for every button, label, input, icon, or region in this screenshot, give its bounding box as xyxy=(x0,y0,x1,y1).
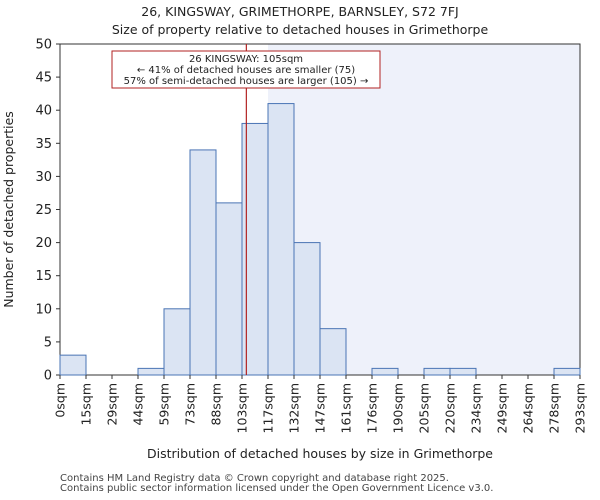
x-tick-label: 15sqm xyxy=(79,383,94,426)
x-tick-label: 132sqm xyxy=(287,383,302,433)
y-tick-label: 10 xyxy=(35,302,52,317)
x-tick-label: 205sqm xyxy=(417,383,432,433)
x-tick-label: 44sqm xyxy=(131,383,146,426)
x-axis-label: Distribution of detached houses by size … xyxy=(147,446,493,461)
footer-copyright: Contains HM Land Registry data © Crown c… xyxy=(60,473,449,484)
y-tick-label: 40 xyxy=(35,104,52,119)
histogram-bar xyxy=(423,367,451,376)
x-tick-label: 0sqm xyxy=(53,383,68,418)
x-tick-label: 220sqm xyxy=(443,383,458,433)
histogram-bar xyxy=(215,202,243,376)
annotation-text: ← 41% of detached houses are smaller (75… xyxy=(137,65,355,76)
histogram-bar xyxy=(553,367,581,376)
x-tick-label: 249sqm xyxy=(495,383,510,433)
histogram-bar xyxy=(319,328,347,376)
x-tick-label: 190sqm xyxy=(391,383,406,433)
x-tick-label: 161sqm xyxy=(339,383,354,433)
x-tick-label: 29sqm xyxy=(105,383,120,426)
y-axis-label: Number of detached properties xyxy=(1,111,16,308)
histogram-bar xyxy=(163,308,191,376)
annotation-text: 26 KINGSWAY: 105sqm xyxy=(189,54,303,65)
annotation-box xyxy=(111,50,381,89)
y-tick-label: 30 xyxy=(35,170,52,185)
x-tick-label: 264sqm xyxy=(521,383,536,433)
x-tick-label: 59sqm xyxy=(157,383,172,426)
y-tick-label: 45 xyxy=(35,71,52,86)
histogram-bar xyxy=(189,149,217,376)
histogram-bar xyxy=(449,367,477,376)
y-tick-label: 35 xyxy=(35,137,52,152)
y-tick-label: 20 xyxy=(35,236,52,251)
x-tick-label: 234sqm xyxy=(469,383,484,433)
x-tick-label: 73sqm xyxy=(183,383,198,426)
histogram-bar xyxy=(137,367,165,376)
footer-licence: Contains public sector information licen… xyxy=(60,483,494,494)
chart-subtitle: Size of property relative to detached ho… xyxy=(111,22,489,37)
x-tick-label: 147sqm xyxy=(313,383,328,433)
chart-title: 26, KINGSWAY, GRIMETHORPE, BARNSLEY, S72… xyxy=(141,4,459,19)
y-tick-label: 15 xyxy=(35,269,52,284)
annotation-text: 57% of semi-detached houses are larger (… xyxy=(124,76,369,87)
x-tick-label: 293sqm xyxy=(573,383,588,433)
y-tick-label: 50 xyxy=(35,38,52,53)
y-tick-label: 5 xyxy=(44,335,52,350)
x-tick-label: 88sqm xyxy=(209,383,224,426)
histogram-bar xyxy=(293,242,321,376)
y-tick-label: 25 xyxy=(35,203,52,218)
histogram-bar xyxy=(371,367,399,376)
x-tick-label: 117sqm xyxy=(261,383,276,433)
x-tick-label: 103sqm xyxy=(235,383,250,433)
y-tick-label: 0 xyxy=(44,369,52,384)
x-tick-label: 176sqm xyxy=(365,383,380,433)
histogram-bar xyxy=(59,354,87,376)
x-tick-label: 278sqm xyxy=(547,383,562,433)
histogram-bar xyxy=(267,103,295,376)
